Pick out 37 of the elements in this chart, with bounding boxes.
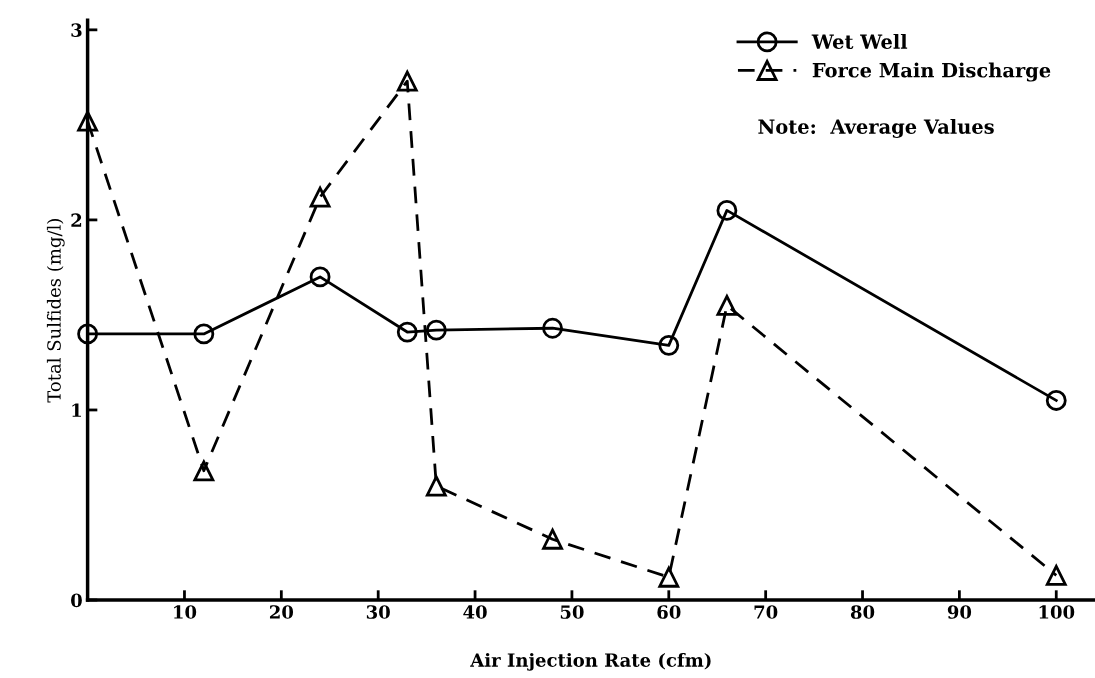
point	[425, 475, 447, 497]
x-tick-label: 20	[269, 605, 294, 619]
x-tick-label: 70	[754, 605, 778, 619]
legend-label: Force Main Discharge	[812, 62, 1051, 82]
legend-label: Wet Well	[811, 33, 908, 49]
x-tick-label: 90	[947, 605, 972, 619]
point	[193, 323, 215, 345]
y-tick-label: 3	[71, 23, 82, 37]
y-axis-title: Total Sulfides (mg/l)	[46, 219, 65, 403]
x-tick-label: 80	[850, 605, 875, 619]
point	[309, 186, 331, 208]
y-tick-label: 2	[71, 213, 82, 227]
x-axis-title: Air Injection Rate (cfm)	[470, 652, 711, 671]
x-tick-label: 30	[366, 605, 390, 619]
point	[716, 199, 738, 221]
x-tick-label: 100	[1039, 605, 1075, 619]
point	[658, 334, 680, 356]
annotation: Note: Average Values	[758, 118, 994, 138]
point	[542, 317, 563, 339]
y-tick-label: 1	[72, 403, 81, 417]
point	[1045, 564, 1067, 586]
x-tick-label: 40	[463, 605, 487, 619]
point	[396, 321, 418, 343]
y-tick-label: 0	[71, 593, 82, 608]
point	[658, 566, 680, 588]
x-tick-label: 60	[657, 605, 681, 619]
point	[77, 323, 99, 345]
point	[425, 319, 447, 341]
point	[309, 266, 331, 288]
point	[542, 528, 563, 550]
x-tick-label: 10	[174, 605, 197, 619]
point	[1045, 390, 1067, 411]
x-tick-label: 50	[560, 605, 584, 619]
point	[716, 295, 738, 316]
point	[396, 70, 418, 92]
point	[193, 460, 215, 482]
point	[77, 110, 99, 132]
